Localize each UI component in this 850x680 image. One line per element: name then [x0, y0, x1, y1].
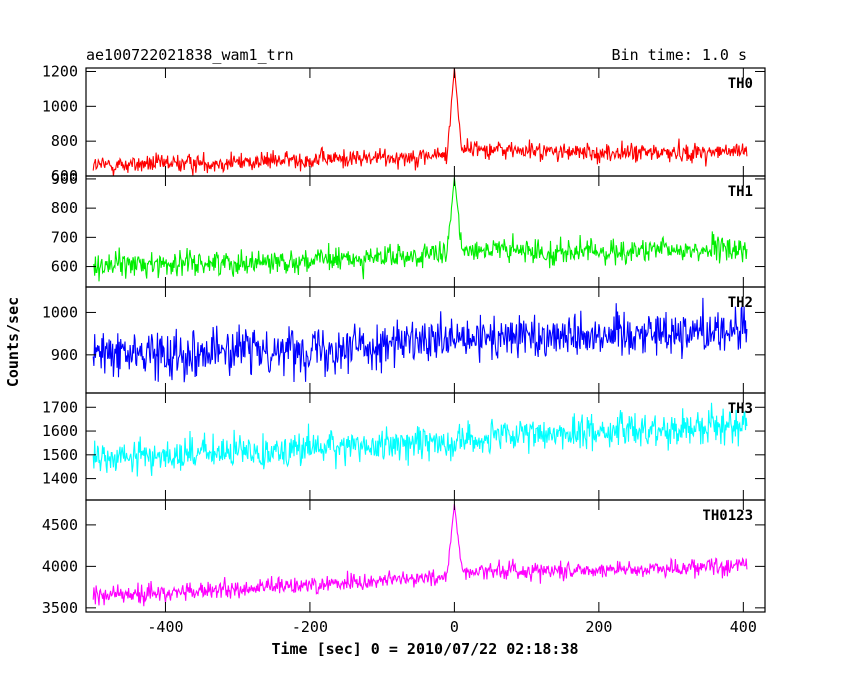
- y-axis-title: Counts/sec: [4, 297, 22, 387]
- panel-label: TH2: [728, 295, 753, 311]
- x-axis: -400 -200 0 200 400: [147, 618, 756, 636]
- y-tick-label: 600: [51, 167, 78, 185]
- y-tick-label: 600: [51, 258, 78, 276]
- y-tick-label: 800: [51, 199, 78, 217]
- y-tick-label: 1000: [42, 97, 78, 115]
- chart-title: ae100722021838_wam1_trn: [86, 46, 294, 64]
- y-tick-label: 1500: [42, 446, 78, 464]
- panel-th1: TH1 600 700 800 900: [51, 170, 766, 288]
- y-tick-label: 1600: [42, 422, 78, 440]
- y-tick-label: 700: [51, 228, 78, 246]
- panel-label: TH0: [728, 76, 753, 92]
- series-line-th2: [92, 297, 748, 383]
- panel-label: TH1: [728, 184, 753, 200]
- y-tick-label: 1700: [42, 398, 78, 416]
- y-tick-label: 4500: [42, 516, 78, 534]
- y-tick-label: 1200: [42, 62, 78, 80]
- bin-time-label: Bin time: 1.0 s: [612, 46, 747, 64]
- y-tick-label: 800: [51, 132, 78, 150]
- y-tick-label: 4000: [42, 557, 78, 575]
- y-tick-label: 900: [51, 170, 78, 188]
- x-tick-label: 400: [730, 618, 757, 636]
- y-tick-label: 1000: [42, 303, 78, 321]
- panel-label: TH0123: [702, 508, 753, 524]
- panel-frame: [85, 286, 766, 394]
- x-tick-label: -400: [147, 618, 183, 636]
- series-line-th0: [92, 68, 748, 176]
- panel-th2: TH2 900 1000: [42, 286, 766, 394]
- x-tick-label: -200: [292, 618, 328, 636]
- panel-frame: [85, 392, 766, 501]
- series-line-th1: [92, 177, 748, 282]
- y-tick-label: 900: [51, 346, 78, 364]
- y-tick-label: 1400: [42, 470, 78, 488]
- y-tick-label: 3500: [42, 599, 78, 617]
- panels-layer: TH0 600 800 1000 1200 TH1 600 700 800 900 TH2 900 10…: [42, 62, 766, 636]
- panel-frame: [85, 499, 766, 613]
- panel-th0123: TH0123 3500 4000 4500: [42, 499, 766, 617]
- panel-th3: TH3 1400 1500 1600 1700: [42, 392, 766, 501]
- series-line-th3: [92, 402, 748, 477]
- series-line-th0123: [92, 504, 748, 607]
- x-tick-label: 200: [585, 618, 612, 636]
- panel-th0: TH0 600 800 1000 1200: [42, 62, 766, 185]
- x-tick-label: 0: [450, 618, 459, 636]
- panel-label: TH3: [728, 401, 753, 417]
- x-axis-title: Time [sec] 0 = 2010/07/22 02:18:38: [271, 640, 578, 658]
